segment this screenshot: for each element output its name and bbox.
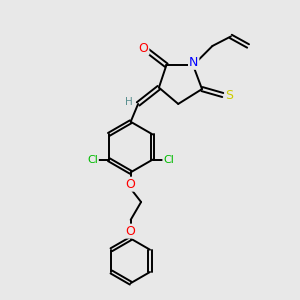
- Text: O: O: [139, 42, 148, 55]
- Text: H: H: [125, 97, 133, 106]
- Text: O: O: [126, 225, 136, 238]
- Text: Cl: Cl: [87, 155, 98, 165]
- Text: S: S: [225, 88, 233, 101]
- Text: Cl: Cl: [164, 155, 174, 165]
- Text: O: O: [126, 178, 136, 191]
- Text: N: N: [189, 56, 198, 69]
